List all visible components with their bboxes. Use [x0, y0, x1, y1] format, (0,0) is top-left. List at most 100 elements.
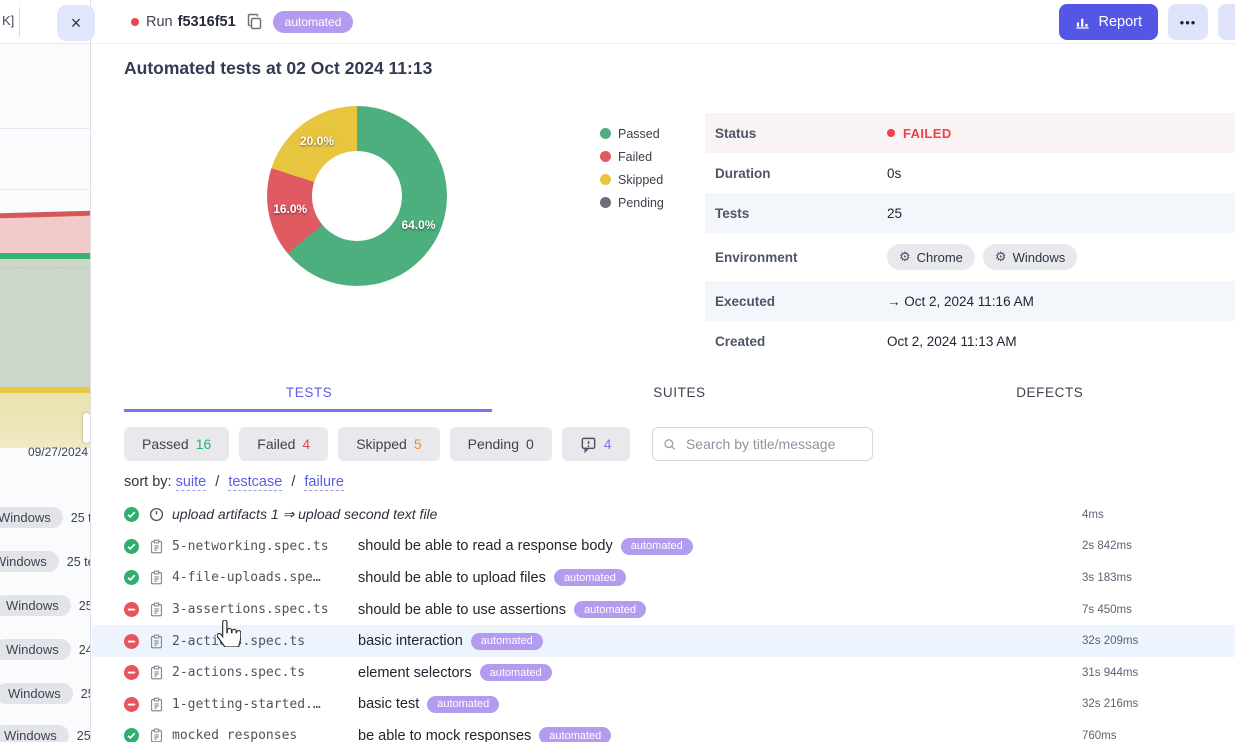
report-button[interactable]: Report	[1059, 4, 1158, 40]
legend-item[interactable]: Pending	[600, 191, 664, 214]
runs-list-item[interactable]: Windows 25 tests	[0, 725, 90, 742]
test-row[interactable]: upload artifacts 1 ⇒ upload second text …	[92, 499, 1235, 531]
pending-filter-button[interactable]: Pending 0	[449, 427, 552, 461]
failed-filter-button[interactable]: Failed 4	[239, 427, 329, 461]
status-value: FAILED	[903, 125, 952, 141]
env-pill: Windows	[0, 725, 69, 742]
comments-filter-button[interactable]: 4	[561, 427, 630, 461]
automated-badge: automated	[620, 537, 693, 555]
test-row[interactable]: 1-getting-started.… basic test automated 32…	[92, 689, 1235, 721]
chart-legend: Passed Failed Skipped Pending	[600, 122, 664, 214]
failed-icon	[124, 602, 139, 618]
details-label: Executed	[715, 293, 776, 309]
results-donut-chart[interactable]: 64.0% 16.0% 20.0%	[267, 106, 447, 286]
details-row: Status FAILED	[705, 113, 1235, 153]
chart-failed-area	[0, 216, 90, 256]
tab-defects[interactable]: DEFECTS	[1016, 385, 1084, 400]
more-button[interactable]: •••	[1168, 4, 1208, 40]
legend-label: Failed	[618, 149, 653, 164]
shortcut-hint: K]	[2, 13, 15, 28]
slice-label: 20.0%	[300, 133, 335, 148]
test-row[interactable]: mocked responses be able to mock response…	[92, 720, 1235, 742]
clipboard-icon	[150, 634, 163, 649]
tab-suites[interactable]: SUITES	[653, 385, 706, 400]
test-suite-name: 1-getting-started.…	[172, 696, 321, 712]
legend-item[interactable]: Passed	[600, 122, 664, 145]
test-row[interactable]: 3-assertions.spec.ts should be able to us…	[92, 594, 1235, 626]
test-suite-name: mocked responses	[172, 728, 298, 742]
clipboard-icon	[150, 728, 163, 742]
sort-by-testcase[interactable]: testcase	[228, 474, 283, 491]
test-duration: 32s 209ms	[1082, 635, 1139, 648]
details-value: → Oct 2, 2024 11:16 AM	[887, 293, 1034, 309]
tests-count: 25 tests	[70, 510, 90, 525]
legend-item[interactable]: Failed	[600, 145, 664, 168]
tests-count: 25 tests	[78, 598, 90, 613]
legend-dot	[600, 197, 611, 208]
test-row[interactable]: 2-actions.spec.ts basic interaction automa…	[92, 625, 1235, 657]
details-value: ⚙ Chrome ⚙ Windows	[887, 244, 1078, 270]
sort-by-suite[interactable]: suite	[175, 474, 207, 491]
test-suite-name: 5-networking.spec.ts	[172, 538, 329, 554]
runs-list-item[interactable]: Windows 24 tests	[0, 639, 90, 660]
test-title: basic interaction	[358, 633, 463, 650]
tests-count: 25 tests	[80, 686, 90, 701]
details-value: 0s	[887, 165, 902, 181]
test-row[interactable]: 5-networking.spec.ts should be able to re…	[92, 531, 1235, 563]
details-row: Tests 25	[705, 193, 1235, 233]
tabs: TESTS SUITES DEFECTS	[124, 380, 1235, 412]
failed-icon	[124, 633, 139, 649]
run-title: Run f5316f51	[146, 13, 236, 30]
test-title: should be able to use assertions	[358, 601, 566, 618]
sort-separator: /	[211, 474, 224, 490]
passed-icon	[124, 570, 139, 586]
test-row[interactable]: 4-file-uploads.spe… should be able to upl…	[92, 562, 1235, 594]
copy-run-id-button[interactable]	[246, 13, 263, 30]
search-box[interactable]	[651, 427, 873, 461]
filter-count: 0	[526, 436, 534, 452]
automated-badge: automated	[573, 601, 646, 619]
tab-tests[interactable]: TESTS	[124, 380, 494, 412]
env-pill: Windows	[0, 595, 71, 616]
details-label: Tests	[715, 205, 750, 221]
passed-filter-button[interactable]: Passed 16	[124, 427, 230, 461]
partial-button[interactable]	[1218, 4, 1235, 40]
bar-chart-icon	[1076, 18, 1090, 29]
runs-list-item[interactable]: Windows 25 tests	[0, 551, 90, 572]
donut-hole	[312, 151, 402, 241]
chart-skipped-area	[0, 393, 90, 448]
test-title: should be able to upload files	[358, 569, 546, 586]
sort-by-failure[interactable]: failure	[304, 474, 344, 491]
test-suite-name: 3-assertions.spec.ts	[172, 602, 329, 618]
close-button[interactable]: ×	[57, 5, 95, 41]
runs-history-chart[interactable]	[0, 205, 90, 450]
legend-item[interactable]: Skipped	[600, 168, 664, 191]
test-suite-name: 4-file-uploads.spe…	[172, 570, 321, 586]
clipboard-icon	[150, 665, 163, 680]
filter-label: Pending	[467, 436, 519, 452]
details-label: Environment	[715, 249, 798, 265]
sort-label: sort by:	[124, 474, 176, 490]
filter-label: Failed	[257, 436, 296, 452]
automated-badge: automated	[272, 10, 354, 33]
search-icon	[663, 438, 675, 450]
test-row[interactable]: 2-actions.spec.ts element selectors automa…	[92, 657, 1235, 689]
runs-list-item[interactable]: Windows 25 tests	[0, 507, 90, 528]
runs-list-item[interactable]: Windows 25 tests	[0, 595, 90, 616]
filter-count: 4	[302, 436, 311, 452]
env-pill: Windows	[0, 639, 71, 660]
env-pill: Windows	[0, 507, 63, 528]
clipboard-icon	[150, 539, 163, 554]
test-suite-name: 2-actions.spec.ts	[172, 633, 306, 649]
tests-count: 25 tests	[66, 554, 90, 569]
search-input[interactable]	[683, 435, 862, 453]
details-value: Oct 2, 2024 11:13 AM	[887, 333, 1017, 349]
automated-badge: automated	[479, 664, 552, 682]
scrollbar-thumb[interactable]	[83, 413, 90, 443]
gear-icon: ⚙	[994, 249, 1007, 265]
runs-list-item[interactable]: Windows 25 tests	[0, 683, 90, 704]
filters-row: Passed 16 Failed 4 Skipped 5 Pending 0 4	[124, 427, 873, 461]
environment-chip: ⚙ Chrome	[887, 244, 975, 270]
automated-badge: automated	[539, 727, 612, 742]
skipped-filter-button[interactable]: Skipped 5	[338, 427, 440, 461]
